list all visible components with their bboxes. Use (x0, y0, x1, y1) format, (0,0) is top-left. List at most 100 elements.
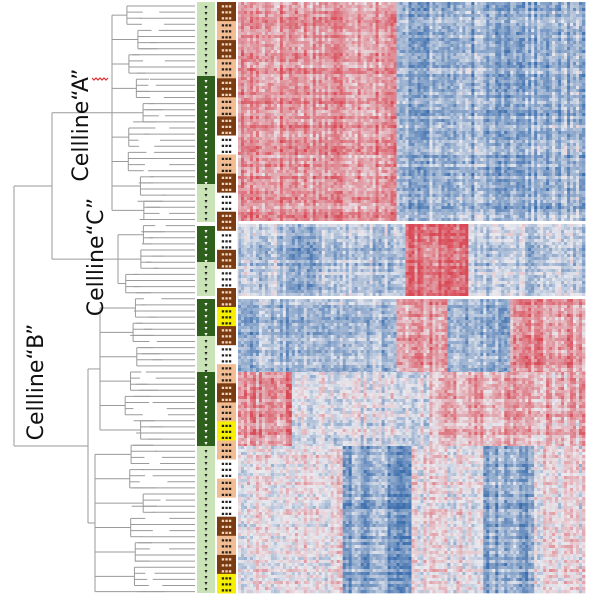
heatmap-cell (310, 14, 313, 17)
heatmap-cell (391, 104, 394, 107)
heatmap-cell (256, 26, 259, 29)
heatmap-cell (444, 2, 447, 5)
heatmap-cell (435, 35, 438, 38)
heatmap-cell (531, 107, 534, 110)
heatmap-cell (459, 14, 462, 17)
heatmap-cell (400, 62, 403, 65)
heatmap-cell (492, 110, 495, 113)
heatmap-cell (268, 80, 271, 83)
heatmap-cell (417, 17, 420, 20)
heatmap-cell (534, 68, 537, 71)
heatmap-cell (241, 14, 244, 17)
heatmap-cell (367, 98, 370, 101)
heatmap-cell (268, 71, 271, 74)
heatmap-cell (444, 8, 447, 11)
heatmap-cell (567, 104, 570, 107)
heatmap-cell (316, 83, 319, 86)
heatmap-cell (552, 110, 555, 113)
heatmap-cell (343, 59, 346, 62)
heatmap-cell (525, 113, 528, 116)
heatmap-cell (256, 104, 259, 107)
heatmap-cell (355, 20, 358, 23)
heatmap-cell (355, 32, 358, 35)
heatmap-cell (426, 95, 429, 98)
heatmap-cell (420, 26, 423, 29)
heatmap-cell (417, 23, 420, 26)
heatmap-cell (325, 62, 328, 65)
heatmap-cell (429, 23, 432, 26)
heatmap-cell (483, 98, 486, 101)
heatmap-cell (355, 95, 358, 98)
heatmap-cell (328, 101, 331, 104)
heatmap-cell (474, 113, 477, 116)
heatmap-cell (564, 71, 567, 74)
heatmap-cell (507, 53, 510, 56)
annotation-2-segment-yellow: ▪▪▪▪▪▪▪▪▪ (217, 307, 236, 327)
heatmap-cell (319, 113, 322, 116)
heatmap-cell (558, 92, 561, 95)
heatmap-cell (537, 80, 540, 83)
heatmap-cell (328, 41, 331, 44)
heatmap-cell (441, 104, 444, 107)
heatmap-cell (516, 5, 519, 8)
heatmap-cell (513, 95, 516, 98)
heatmap-cell (432, 32, 435, 35)
heatmap-cell (537, 74, 540, 77)
heatmap-cell (394, 53, 397, 56)
heatmap-cell (298, 101, 301, 104)
heatmap-cell (420, 107, 423, 110)
heatmap-cell (343, 56, 346, 59)
heatmap-cell (376, 59, 379, 62)
heatmap-cell (409, 89, 412, 92)
heatmap-cell (274, 104, 277, 107)
heatmap-cell (564, 101, 567, 104)
heatmap-cell (283, 38, 286, 41)
heatmap-cell (319, 74, 322, 77)
heatmap-cell (501, 44, 504, 47)
heatmap-cell (444, 11, 447, 14)
heatmap-cell (265, 41, 268, 44)
annotation-2-glyph: ▪▪▪ (221, 129, 232, 136)
heatmap-cell (420, 74, 423, 77)
heatmap-cell (301, 89, 304, 92)
heatmap-cell (250, 23, 253, 26)
heatmap-cell (247, 11, 250, 14)
heatmap-cell (349, 53, 352, 56)
heatmap-cell (406, 35, 409, 38)
heatmap-cell (462, 26, 465, 29)
heatmap-cell (313, 104, 316, 107)
heatmap-cell (483, 11, 486, 14)
heatmap-cell (435, 62, 438, 65)
heatmap-cell (450, 53, 453, 56)
heatmap-cell (412, 44, 415, 47)
heatmap-cell (555, 35, 558, 38)
heatmap-cell (361, 92, 364, 95)
heatmap-cell (459, 104, 462, 107)
heatmap-cell (295, 86, 298, 89)
heatmap-cell (331, 80, 334, 83)
heatmap-cell (325, 83, 328, 86)
heatmap-cell (400, 101, 403, 104)
heatmap-cell (468, 50, 471, 53)
heatmap-cell (519, 14, 522, 17)
heatmap-cell (334, 62, 337, 65)
heatmap-cell (561, 41, 564, 44)
heatmap-cell (576, 104, 579, 107)
heatmap-cell (277, 59, 280, 62)
annotation-2-segment-brown: ▪▪▪▪▪▪▪▪▪ (217, 78, 236, 98)
heatmap-cell (423, 86, 426, 89)
heatmap-cell (304, 77, 307, 80)
heatmap-cell (453, 101, 456, 104)
heatmap-cell (570, 5, 573, 8)
heatmap-cell (462, 50, 465, 53)
heatmap-cell (435, 41, 438, 44)
heatmap-cell (241, 113, 244, 116)
heatmap-cell (394, 50, 397, 53)
heatmap-cell (316, 26, 319, 29)
heatmap-cell (519, 56, 522, 59)
heatmap-cell (373, 107, 376, 110)
heatmap-cell (453, 68, 456, 71)
annotation-2-segment-peach: ▪▪▪▪▪▪▪▪▪ (217, 21, 236, 41)
heatmap-cell (304, 38, 307, 41)
heatmap-cell (379, 44, 382, 47)
